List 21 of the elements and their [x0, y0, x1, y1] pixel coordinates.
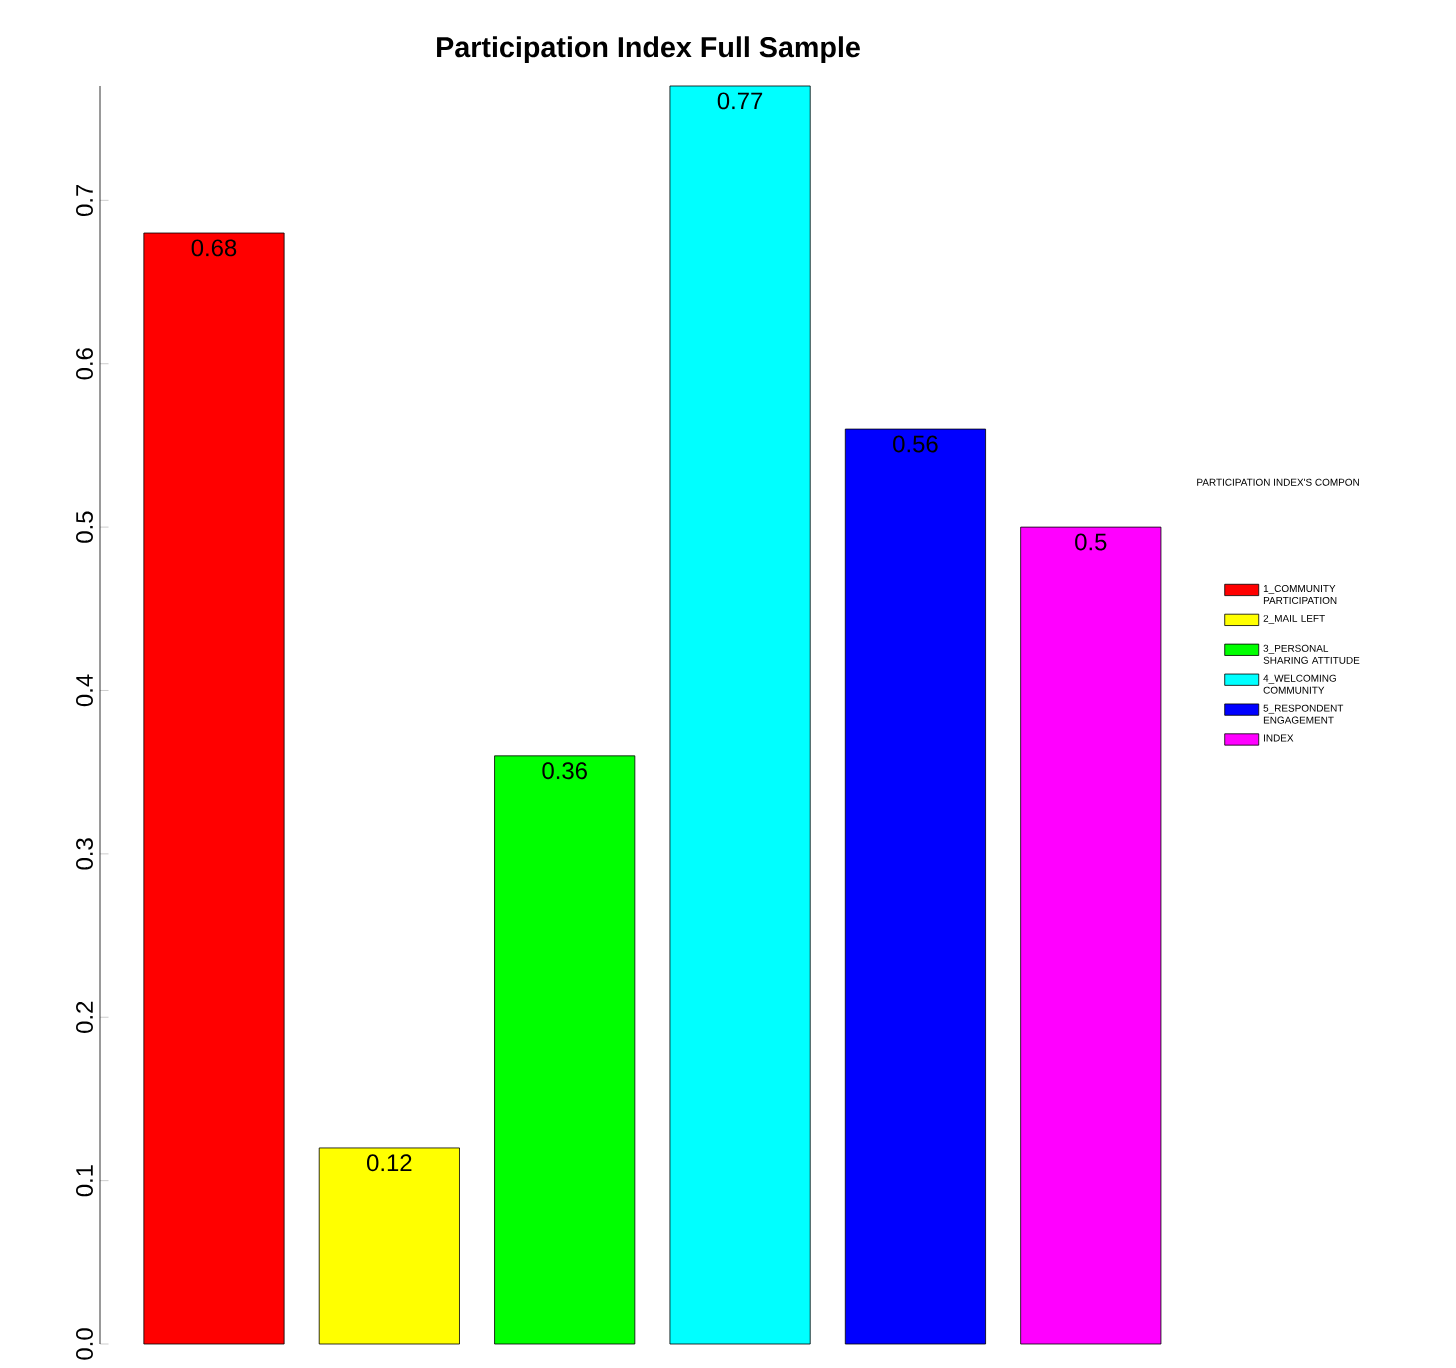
bar: [669, 85, 811, 1345]
data-label: 0.68: [191, 239, 237, 257]
data-label: 0.12: [367, 1154, 412, 1172]
data-label: 0.77: [717, 92, 763, 110]
bar: [494, 755, 636, 1345]
bar: [1020, 526, 1162, 1345]
y-tick-label: 0.4: [76, 674, 93, 707]
y-tick-label: 0.5: [76, 511, 93, 543]
y-tick-label: 0.6: [76, 348, 93, 380]
data-label: 0.36: [542, 762, 587, 780]
chart-title: Participation Index Full Sample: [437, 36, 860, 63]
y-tick-label: 0.2: [76, 1001, 93, 1033]
y-tick-label: 0.3: [76, 838, 93, 870]
data-label: 0.5: [1075, 533, 1107, 551]
bar: [844, 428, 986, 1345]
y-tick-label: 0.7: [76, 184, 93, 217]
bar: [143, 232, 285, 1345]
bar: [318, 1147, 460, 1345]
y-tick-label: 0.0: [76, 1328, 93, 1360]
y-tick-label: 0.1: [76, 1165, 93, 1197]
data-label: 0.56: [893, 435, 938, 453]
